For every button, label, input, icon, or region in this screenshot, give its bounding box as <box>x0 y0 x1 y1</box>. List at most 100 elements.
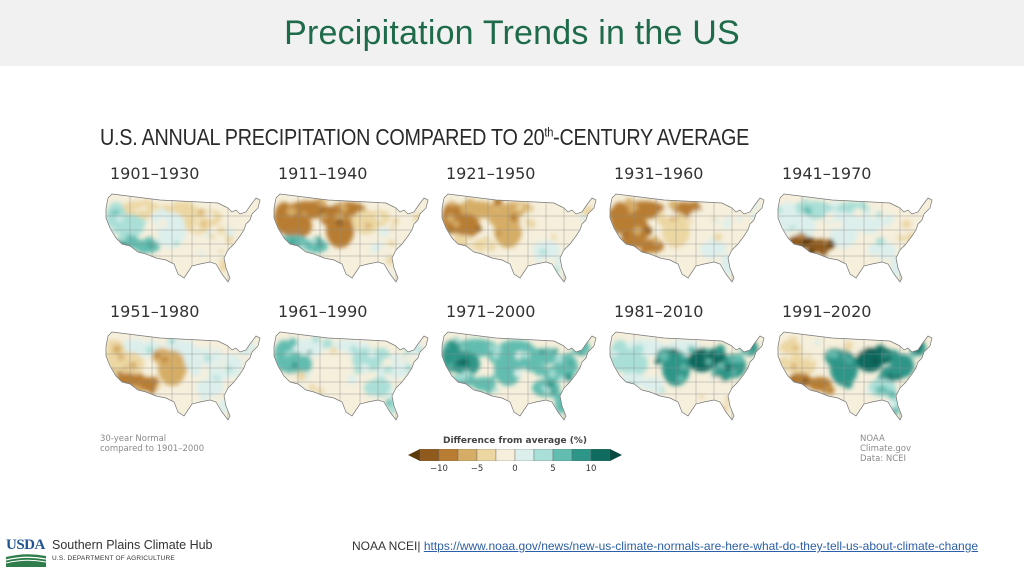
precip-anomaly-speckle <box>912 337 922 347</box>
precip-anomaly-speckle <box>718 363 726 370</box>
precip-anomaly-speckle <box>534 367 543 376</box>
legend-swatch <box>419 449 440 461</box>
precip-anomaly-speckle <box>724 216 732 224</box>
precip-anomaly-speckle <box>802 198 808 205</box>
us-precip-map <box>609 193 765 283</box>
precip-anomaly-speckle <box>565 221 575 232</box>
precip-anomaly-speckle <box>778 213 786 223</box>
source-link[interactable]: https://www.noaa.gov/news/new-us-climate… <box>423 539 979 553</box>
precip-anomaly-speckle <box>493 387 499 393</box>
precip-anomaly-speckle <box>244 337 251 344</box>
precip-anomaly-speckle <box>684 243 691 251</box>
precip-anomaly-speckle <box>217 226 226 235</box>
us-outline <box>273 193 429 283</box>
precip-anomaly-speckle <box>112 344 122 354</box>
legend-swatch <box>571 449 592 461</box>
precip-anomaly-speckle <box>797 232 806 240</box>
precip-anomaly-region <box>320 210 340 226</box>
map-panel: 1931–1960 <box>604 164 772 294</box>
precip-anomaly-speckle <box>225 234 230 239</box>
precip-anomaly-speckle <box>689 212 697 220</box>
precip-anomaly-speckle <box>659 388 665 394</box>
precip-anomaly-speckle <box>552 390 562 400</box>
precip-anomaly-speckle <box>154 352 161 359</box>
precip-anomaly-speckle <box>220 358 226 364</box>
precip-anomaly-speckle <box>213 217 220 224</box>
precip-anomaly-speckle <box>467 217 475 225</box>
precip-anomaly-speckle <box>541 367 549 375</box>
legend-tick-label: 10 <box>585 464 597 474</box>
precip-anomaly-speckle <box>919 211 929 221</box>
precip-anomaly-speckle <box>142 337 148 344</box>
precip-anomaly-speckle <box>501 349 511 360</box>
precip-anomaly-speckle <box>481 380 488 388</box>
precip-anomaly-speckle <box>288 222 296 230</box>
us-outline <box>273 331 429 421</box>
precip-anomaly-speckle <box>452 220 460 228</box>
precip-anomaly-speckle <box>250 344 257 351</box>
precip-anomaly-speckle <box>711 376 722 387</box>
precip-anomaly-speckle <box>347 215 353 220</box>
precip-anomaly-speckle <box>147 242 153 248</box>
precip-anomaly-speckle <box>321 213 327 219</box>
precip-anomaly-speckle <box>386 255 396 265</box>
figure-title: U.S. ANNUAL PRECIPITATION COMPARED TO 20… <box>100 124 749 151</box>
legend-swatch <box>438 449 459 461</box>
legend-swatch <box>457 449 478 461</box>
precip-anomaly-speckle <box>705 348 711 353</box>
precip-anomaly-speckle <box>166 372 173 378</box>
precip-anomaly-speckle <box>453 233 460 240</box>
source-label: NOAA NCEI| <box>352 539 421 553</box>
precip-anomaly-speckle <box>871 352 879 360</box>
precip-anomaly-speckle <box>310 237 318 245</box>
legend-swatch <box>552 449 573 461</box>
precip-anomaly-speckle <box>740 198 749 206</box>
precip-anomaly-speckle <box>859 223 869 233</box>
precip-anomaly-speckle <box>887 390 897 400</box>
map-period-label: 1941–1970 <box>782 164 872 183</box>
precip-anomaly-speckle <box>173 240 180 246</box>
precip-anomaly-speckle <box>699 394 705 400</box>
precip-anomaly-speckle <box>308 384 317 392</box>
us-outline <box>105 193 261 283</box>
precip-anomaly-speckle <box>724 363 732 372</box>
precip-anomaly-speckle <box>712 226 720 234</box>
map-panel: 1911–1940 <box>268 164 436 294</box>
precip-anomaly-speckle <box>195 217 200 222</box>
precip-anomaly-speckle <box>455 373 463 382</box>
precip-anomaly-speckle <box>150 212 156 219</box>
precip-anomaly-speckle <box>146 236 153 243</box>
precip-anomaly-speckle <box>167 239 175 248</box>
precip-anomaly-speckle <box>388 387 395 394</box>
precip-anomaly-speckle <box>886 206 896 216</box>
precip-anomaly-speckle <box>789 203 796 211</box>
precip-anomaly-speckle <box>465 198 474 207</box>
normal-note-line1: 30-year Normal <box>100 434 167 444</box>
precip-anomaly-speckle <box>619 241 625 248</box>
precip-anomaly-speckle <box>219 401 226 407</box>
us-precip-map <box>609 331 765 421</box>
map-panel: 1971–2000 <box>436 302 604 432</box>
precip-anomaly-speckle <box>656 244 662 250</box>
precip-anomaly-speckle <box>716 253 722 259</box>
precip-anomaly-speckle <box>872 358 878 364</box>
us-precip-map <box>273 193 429 283</box>
precip-anomaly-speckle <box>708 246 716 254</box>
precip-anomaly-speckle <box>705 243 711 249</box>
precip-anomaly-speckle <box>654 240 660 246</box>
map-panel: 1991–2020 <box>772 302 940 432</box>
precip-anomaly-speckle <box>496 231 501 236</box>
precip-anomaly-speckle <box>564 373 573 382</box>
legend-tick-label: 0 <box>512 464 518 474</box>
precip-anomaly-speckle <box>610 208 617 217</box>
precip-anomaly-speckle <box>198 208 205 216</box>
precip-anomaly-speckle <box>137 240 146 249</box>
precip-anomaly-speckle <box>375 377 382 384</box>
precip-anomaly-speckle <box>801 353 808 360</box>
map-panel: 1901–1930 <box>100 164 268 294</box>
precip-anomaly-speckle <box>514 369 522 378</box>
precip-anomaly-speckle <box>884 375 890 381</box>
precip-anomaly-speckle <box>525 217 530 223</box>
precip-anomaly-speckle <box>827 359 833 366</box>
precip-anomaly-speckle <box>690 200 700 210</box>
